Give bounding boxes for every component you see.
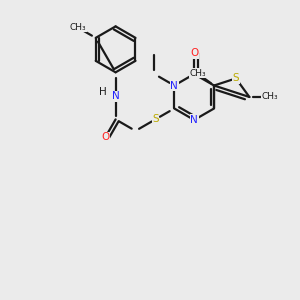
Text: S: S bbox=[232, 74, 239, 83]
Text: N: N bbox=[190, 115, 198, 125]
Text: N: N bbox=[112, 92, 119, 101]
Text: N: N bbox=[170, 80, 178, 91]
Text: O: O bbox=[101, 132, 110, 142]
Text: CH₃: CH₃ bbox=[189, 69, 206, 78]
Text: CH₃: CH₃ bbox=[70, 23, 86, 32]
Text: CH₃: CH₃ bbox=[262, 92, 278, 101]
Text: S: S bbox=[152, 114, 159, 124]
Text: H: H bbox=[99, 87, 106, 97]
Text: O: O bbox=[190, 48, 198, 59]
